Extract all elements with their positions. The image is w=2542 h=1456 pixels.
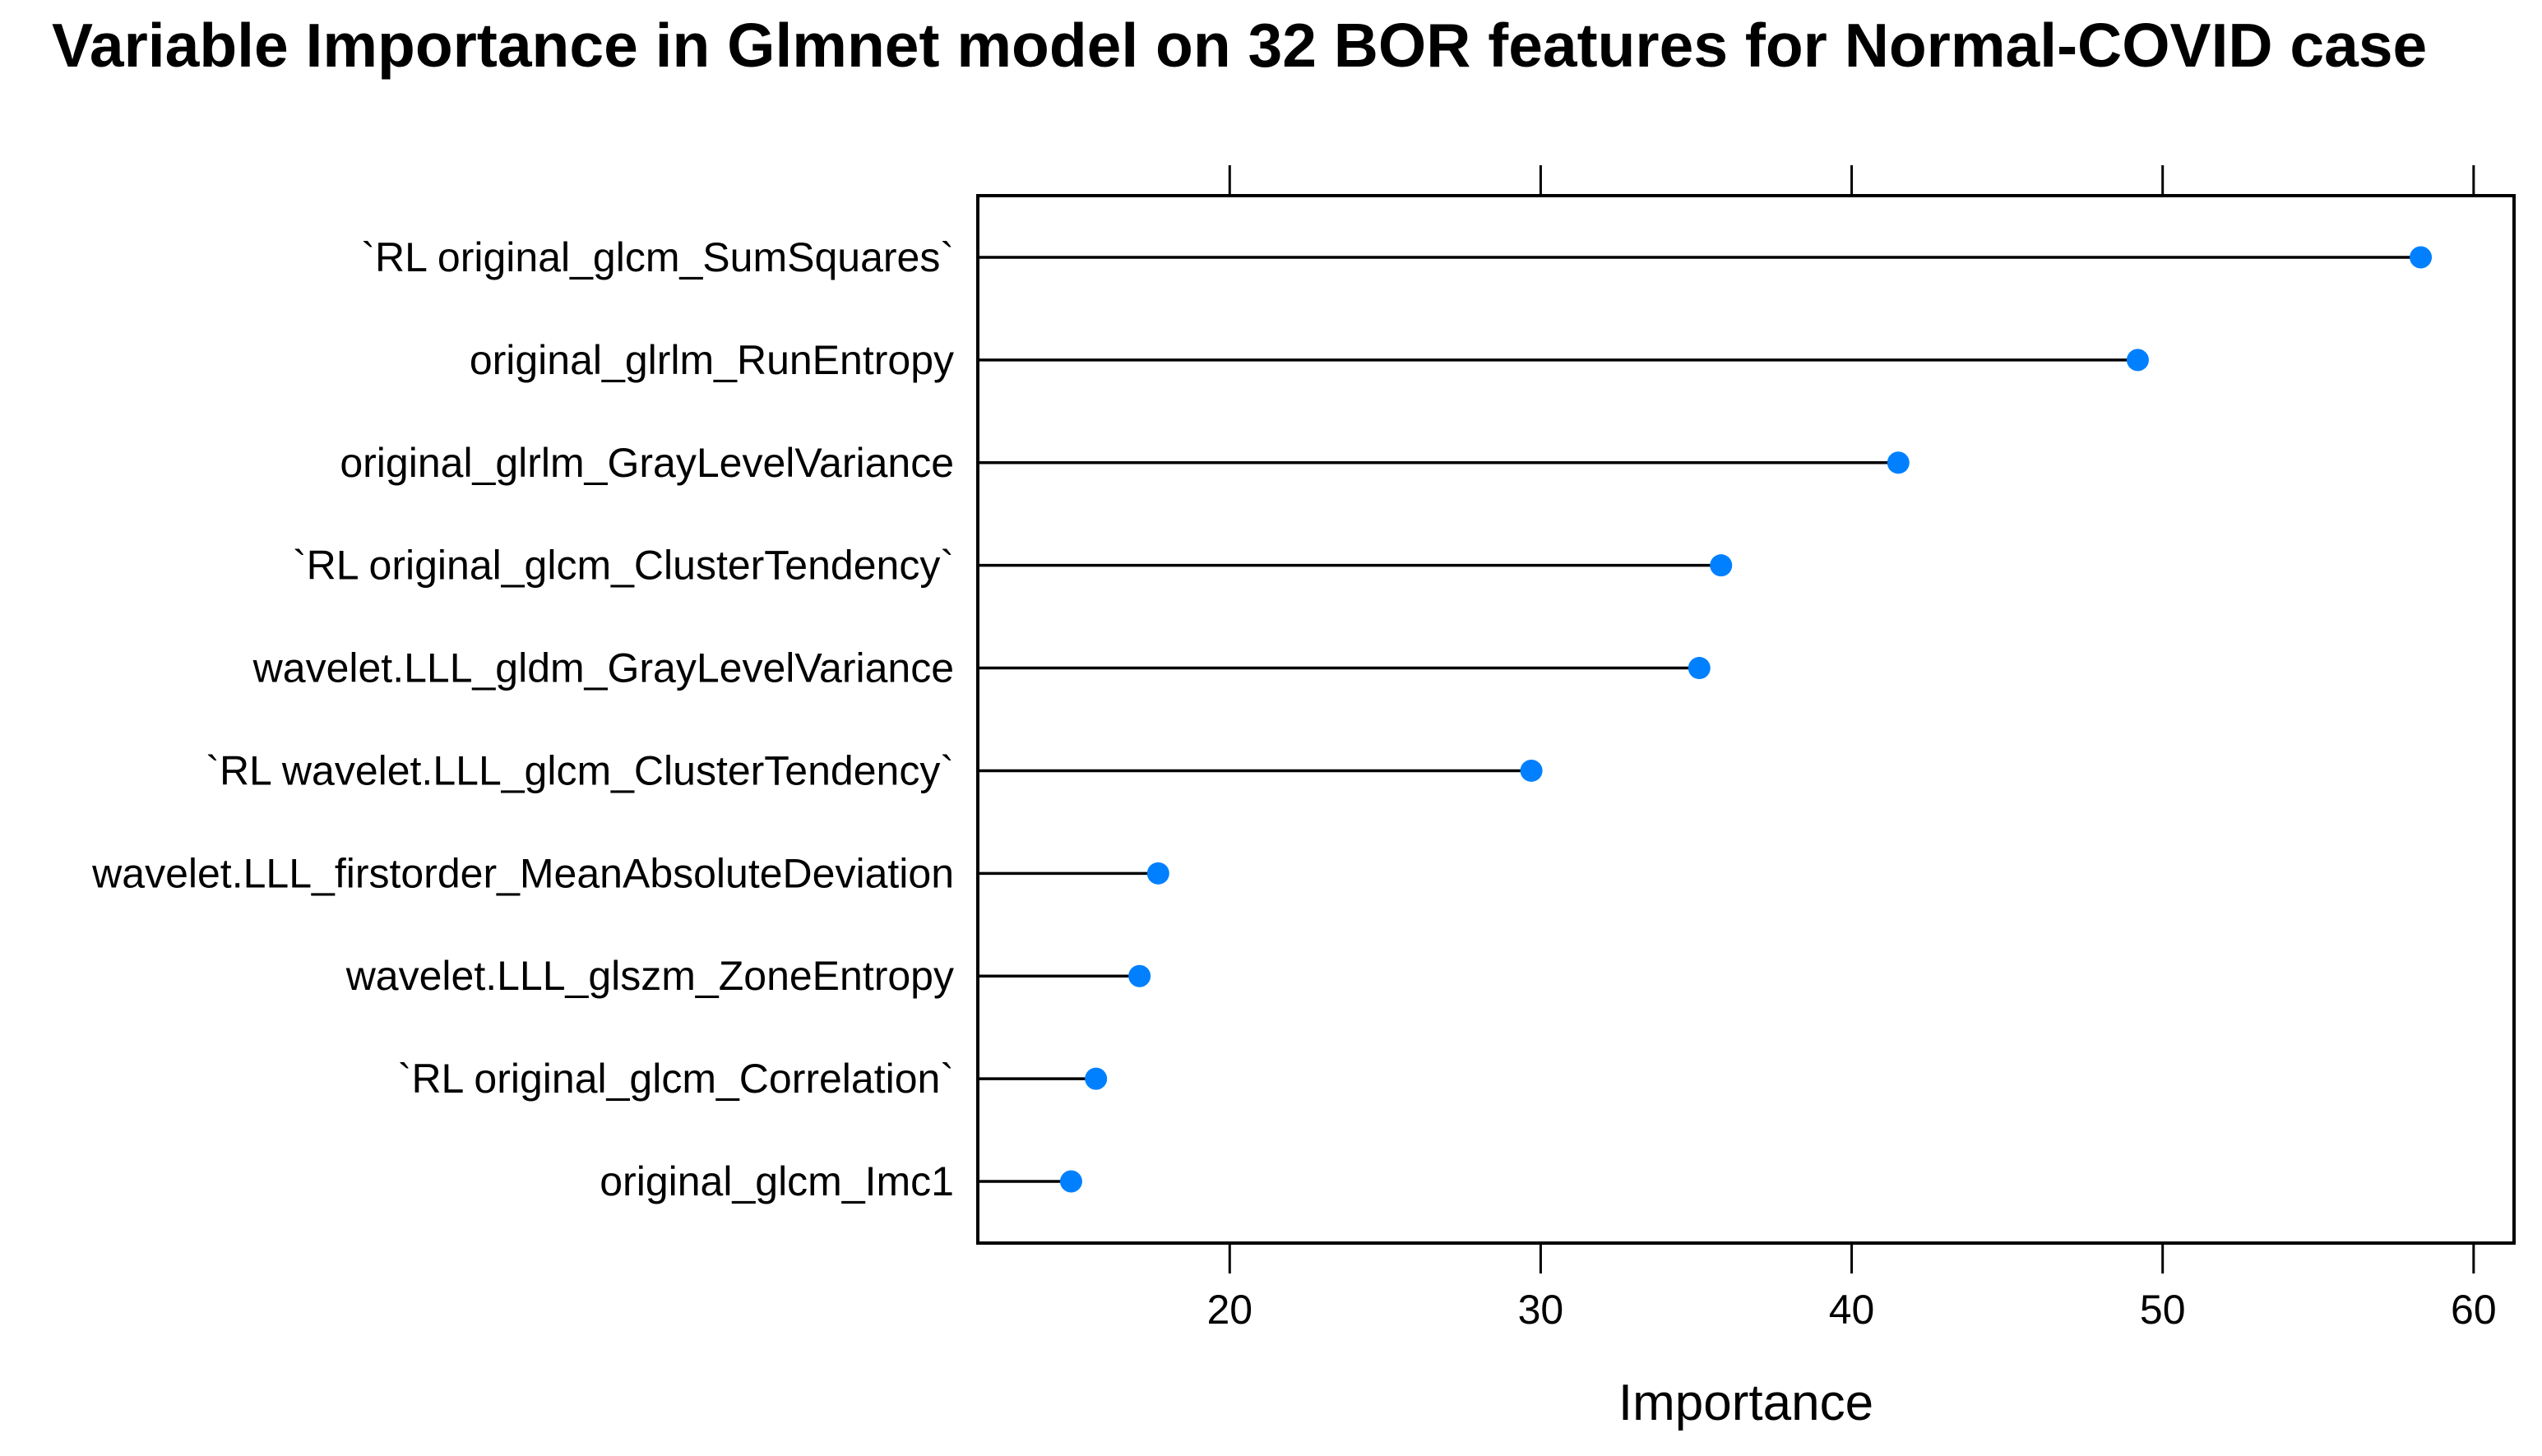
x-axis-tick-label: 50: [2140, 1287, 2186, 1333]
y-category-label: `RL original_glcm_SumSquares`: [361, 234, 954, 280]
y-category-label: `RL wavelet.LLL_glcm_ClusterTendency`: [206, 747, 954, 793]
data-point: [1710, 554, 1733, 577]
data-point: [1059, 1170, 1082, 1193]
x-axis-tick-label: 40: [1829, 1287, 1875, 1333]
data-point: [1887, 451, 1910, 474]
chart-title: Variable Importance in Glmnet model on 3…: [52, 11, 2428, 80]
data-point: [1146, 862, 1169, 885]
x-axis-tick-label: 20: [1206, 1287, 1252, 1333]
y-category-label: original_glrlm_GrayLevelVariance: [340, 440, 954, 486]
y-category-label: wavelet.LLL_glszm_ZoneEntropy: [345, 953, 954, 999]
data-point: [1520, 759, 1543, 782]
data-point: [1085, 1067, 1108, 1090]
data-point: [1688, 657, 1711, 680]
x-axis-tick-label: 30: [1518, 1287, 1564, 1333]
y-category-label: `RL original_glcm_ClusterTendency`: [293, 543, 954, 589]
y-category-label: original_glrlm_RunEntropy: [470, 337, 954, 383]
y-category-label: wavelet.LLL_gldm_GrayLevelVariance: [252, 645, 954, 691]
y-category-label: original_glcm_Imc1: [600, 1158, 954, 1204]
data-point: [2126, 349, 2149, 372]
plot-border: [976, 194, 2516, 1245]
x-axis-tick-label: 60: [2451, 1287, 2497, 1333]
y-category-label: `RL original_glcm_Correlation`: [398, 1056, 954, 1102]
y-category-label: wavelet.LLL_firstorder_MeanAbsoluteDevia…: [91, 850, 954, 896]
data-point: [2410, 246, 2433, 269]
x-axis-title: Importance: [1618, 1375, 1873, 1431]
data-point: [1128, 964, 1151, 987]
